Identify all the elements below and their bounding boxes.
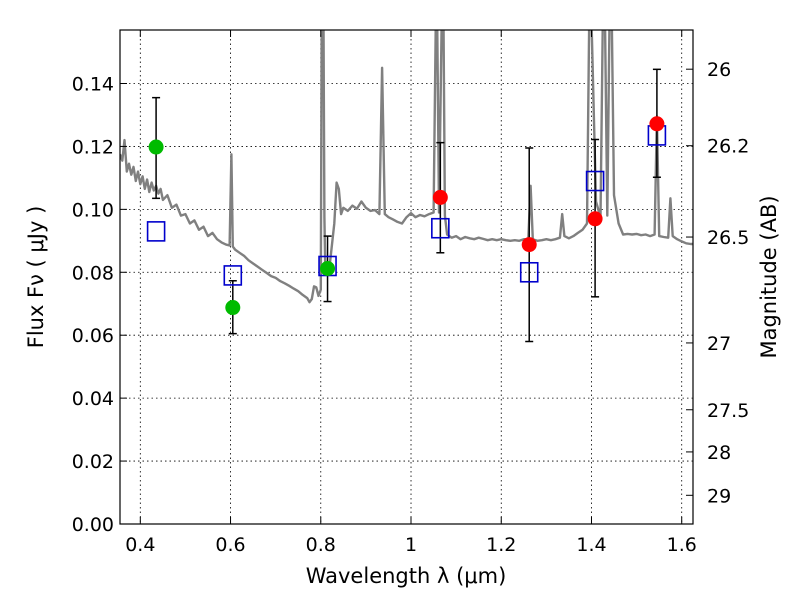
y2-axis-title: Magnitude (AB): [757, 195, 781, 358]
model-spectrum-line: [120, 30, 693, 304]
observed-flux-red-point: [432, 189, 448, 205]
x-tick-label: 0.4: [125, 534, 155, 556]
y-tick-label: 0.02: [72, 451, 114, 473]
y2-tick-label: 26.5: [707, 227, 749, 249]
sed-model-line: [120, 30, 693, 304]
y-tick-label: 0.08: [72, 262, 114, 284]
y2-tick-label: 29: [707, 485, 731, 507]
plot-frame: [119, 29, 694, 525]
y2-tick-label: 26.2: [707, 136, 749, 158]
y2-tick-label: 27: [707, 333, 731, 355]
observed-flux-green-point: [148, 139, 164, 155]
observed-flux-red-point: [649, 116, 665, 132]
x-tick-label: 1.2: [486, 534, 516, 556]
x-tick-label: 0.8: [306, 534, 336, 556]
y-tick-label: 0.12: [72, 136, 114, 158]
model-flux-square: [146, 221, 166, 242]
y-tick-label: 0.10: [72, 199, 114, 221]
x-tick-label: 1.6: [667, 534, 697, 556]
x-tick-label: 1.4: [576, 534, 606, 556]
observed-flux-green-point: [225, 300, 241, 316]
y2-tick-label: 26: [707, 59, 731, 81]
model-flux-square: [519, 261, 539, 283]
plot-area: [120, 30, 693, 524]
observed-flux-green-point: [320, 261, 336, 277]
y-tick-label: 0.04: [72, 388, 114, 410]
observed-flux-red-point: [521, 237, 537, 253]
y-tick-label: 0.00: [72, 514, 114, 536]
x-tick-label: 0.6: [215, 534, 245, 556]
y2-tick-label: 27.5: [707, 400, 749, 422]
x-tick-label: 1: [405, 534, 417, 556]
model-flux-square: [431, 217, 450, 239]
axis-ticks: 0.4 0.6 0.8 1 1.2 1.4 1.6 0.00 0.02 0.04 0.06 0.08 0…: [72, 30, 749, 556]
x-axis-title: Wavelength λ (μm): [306, 564, 507, 588]
y-axis-title: Flux Fν ( μJy ): [24, 206, 48, 349]
observed-flux-red-point: [587, 211, 603, 227]
model-flux-square: [223, 265, 243, 286]
model-flux-square: [585, 170, 605, 192]
photometry-points: [146, 68, 667, 343]
y-tick-label: 0.06: [72, 325, 114, 347]
y-tick-label: 0.14: [72, 73, 114, 95]
y2-tick-label: 28: [707, 442, 731, 464]
